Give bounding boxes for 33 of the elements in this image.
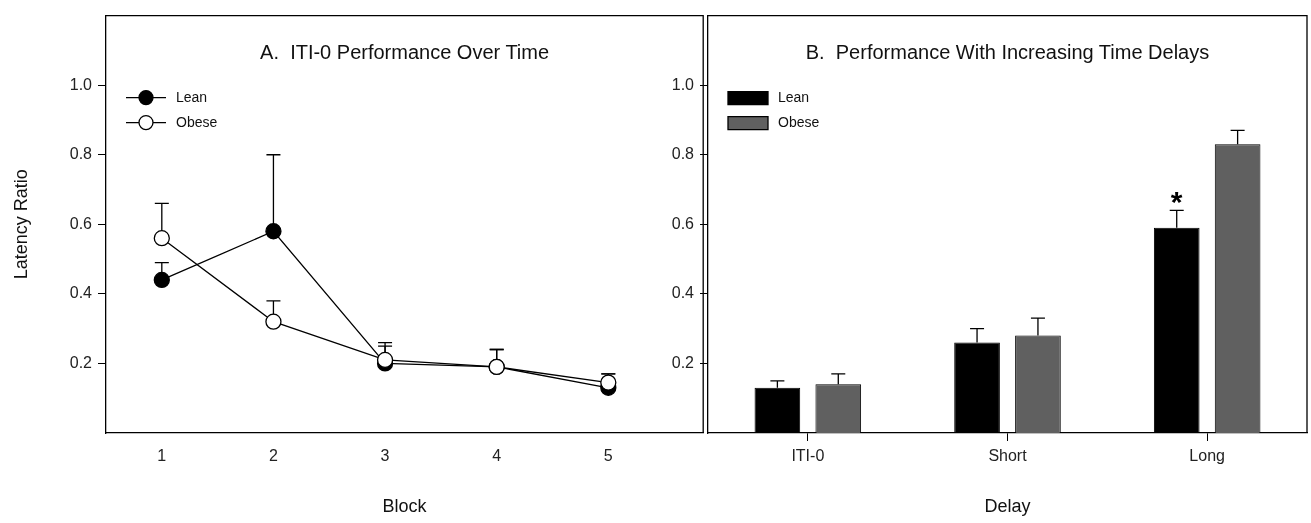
y-axis-title: Latency Ratio xyxy=(10,169,31,280)
y-tick-label: 1.0 xyxy=(671,75,695,93)
x-axis-title: Delay xyxy=(984,495,1031,516)
y-tick-label: 0.6 xyxy=(69,214,93,232)
x-axis-title: Block xyxy=(382,495,428,516)
x-tick-label: 5 xyxy=(603,447,613,465)
point xyxy=(153,271,170,289)
text: A. ITI-0 Performance Over Time xyxy=(260,41,550,64)
point xyxy=(265,313,282,330)
x-tick-label: 2 xyxy=(268,447,278,465)
x-tick-label: 3 xyxy=(380,447,390,465)
y-tick-label: 0.8 xyxy=(69,145,93,163)
point xyxy=(376,351,394,369)
point xyxy=(153,230,170,247)
annotation: * xyxy=(1170,184,1183,218)
y-tick-label: 0.6 xyxy=(671,214,695,232)
y-tick-label: 1.0 xyxy=(69,75,93,93)
point xyxy=(265,223,282,240)
y-tick-label: 0.8 xyxy=(671,145,695,163)
x-tick-label: ITI-0 xyxy=(791,447,825,465)
legend-label: Obese xyxy=(176,114,218,131)
text: B. Performance With Increasing Time Delays xyxy=(805,41,1210,64)
legend-label: Obese xyxy=(778,114,820,131)
legend-label: Lean xyxy=(176,89,208,106)
y-tick-label: 0.2 xyxy=(671,353,695,371)
x-tick-label: Short xyxy=(988,447,1028,465)
x-tick-label: 4 xyxy=(492,447,502,465)
x-tick-label: Long xyxy=(1189,447,1225,465)
legend-label: Lean xyxy=(778,89,810,106)
y-tick-label: 0.4 xyxy=(671,284,695,302)
x-tick-label: 1 xyxy=(157,447,167,465)
y-tick-label: 0.4 xyxy=(69,284,93,302)
y-tick-label: 0.2 xyxy=(69,353,93,371)
